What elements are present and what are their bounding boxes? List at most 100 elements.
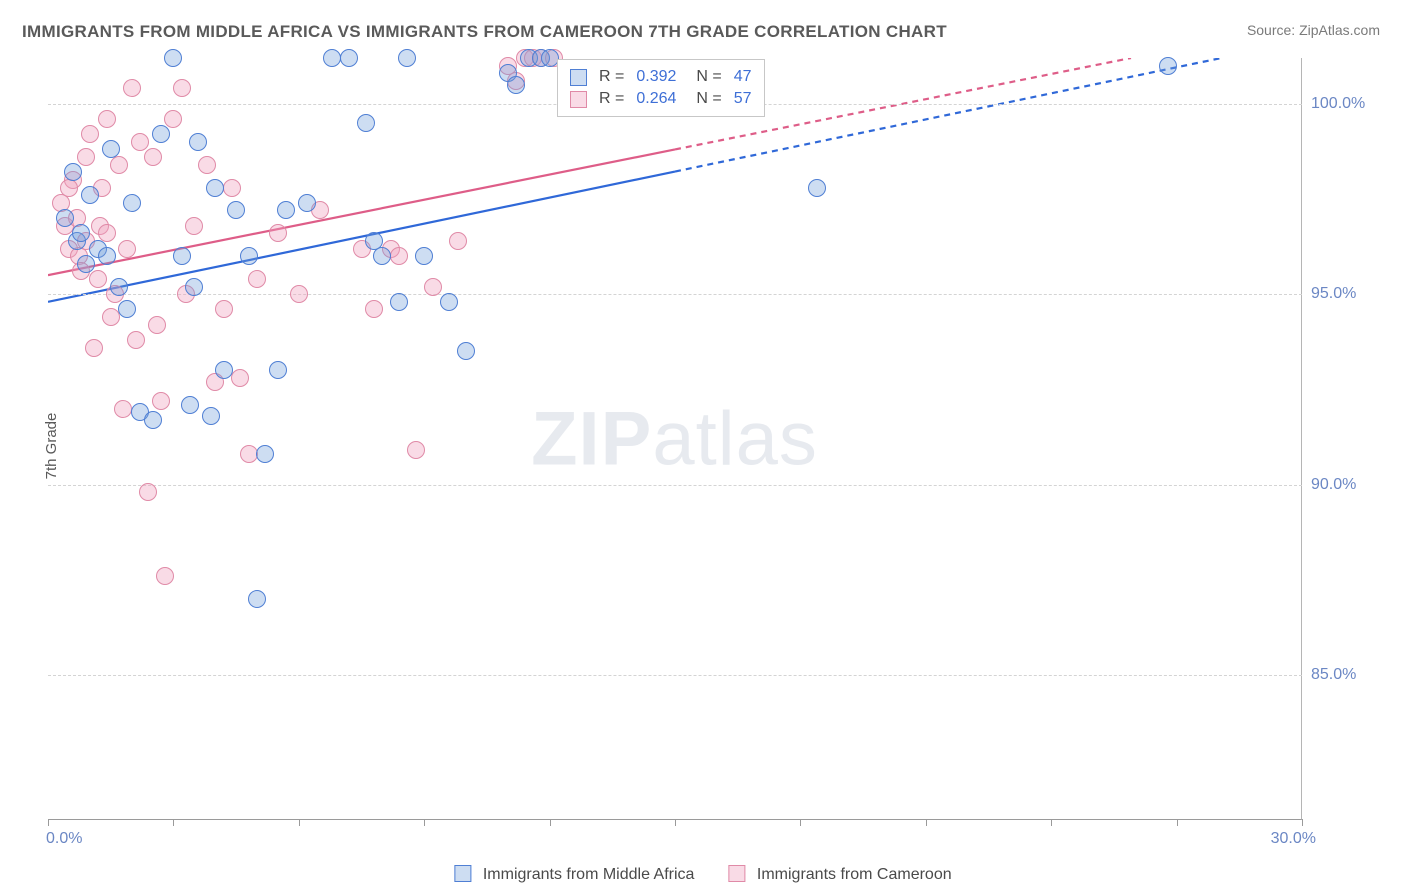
x-tick [675,819,676,826]
scatter-point [449,232,467,250]
scatter-point [808,179,826,197]
r-value-series2: 0.264 [636,90,676,108]
scatter-point [77,148,95,166]
scatter-point [248,270,266,288]
scatter-point [110,278,128,296]
y-tick-label: 100.0% [1311,95,1395,113]
scatter-point [118,300,136,318]
x-tick [299,819,300,826]
scatter-point [118,240,136,258]
scatter-point [56,209,74,227]
scatter-point [89,270,107,288]
scatter-point [164,110,182,128]
scatter-point [110,156,128,174]
r-label: R = [599,68,624,86]
scatter-point [181,396,199,414]
r-label: R = [599,90,624,108]
scatter-point [164,49,182,67]
scatter-point [85,339,103,357]
scatter-point [139,483,157,501]
legend-label-series1: Immigrants from Middle Africa [483,866,695,883]
scatter-point [390,293,408,311]
scatter-point [340,49,358,67]
scatter-point [298,194,316,212]
scatter-point [185,278,203,296]
scatter-point [290,285,308,303]
scatter-point [206,179,224,197]
x-tick [800,819,801,826]
scatter-point [231,369,249,387]
swatch-series2 [570,91,587,108]
scatter-point [77,255,95,273]
legend-item-series2: Immigrants from Cameroon [728,865,951,884]
trend-lines [48,58,1302,820]
x-tick [1177,819,1178,826]
scatter-point [440,293,458,311]
gridline [48,485,1302,486]
scatter-point [277,201,295,219]
gridline [48,675,1302,676]
legend-label-series2: Immigrants from Cameroon [757,866,952,883]
plot-area: ZIPatlas 100.0%95.0%90.0%85.0% [48,58,1302,820]
scatter-point [415,247,433,265]
y-tick-label: 85.0% [1311,666,1395,684]
scatter-point [156,567,174,585]
scatter-point [269,361,287,379]
legend-item-series1: Immigrants from Middle Africa [454,865,694,884]
scatter-point [185,217,203,235]
scatter-point [98,110,116,128]
scatter-point [198,156,216,174]
scatter-point [202,407,220,425]
scatter-point [72,224,90,242]
scatter-point [507,76,525,94]
n-label: N = [696,90,721,108]
scatter-point [102,140,120,158]
scatter-point [60,179,78,197]
stats-legend: R = 0.392 N = 47 R = 0.264 N = 57 [557,59,765,117]
scatter-point [227,201,245,219]
y-tick-label: 90.0% [1311,476,1395,494]
x-tick [926,819,927,826]
source-label: Source: ZipAtlas.com [1247,22,1380,38]
x-tick [48,819,49,826]
scatter-point [144,411,162,429]
swatch-series2-icon [728,865,745,882]
scatter-point [398,49,416,67]
scatter-point [215,361,233,379]
scatter-point [123,79,141,97]
stats-row-series1: R = 0.392 N = 47 [570,66,752,88]
watermark-atlas: atlas [652,396,818,481]
scatter-point [541,49,559,67]
plot-container: ZIPatlas 100.0%95.0%90.0%85.0% 0.0% 30.0… [48,58,1302,820]
gridline [48,294,1302,295]
y-tick-label: 95.0% [1311,285,1395,303]
swatch-series1 [570,69,587,86]
scatter-point [98,247,116,265]
n-value-series2: 57 [734,90,752,108]
scatter-point [127,331,145,349]
x-tick [1051,819,1052,826]
swatch-series1-icon [454,865,471,882]
x-tick-last: 30.0% [1271,830,1316,848]
scatter-point [223,179,241,197]
scatter-point [148,316,166,334]
scatter-point [457,342,475,360]
scatter-point [269,224,287,242]
scatter-point [64,163,82,181]
chart-title: IMMIGRANTS FROM MIDDLE AFRICA VS IMMIGRA… [22,22,947,42]
scatter-point [240,247,258,265]
scatter-point [123,194,141,212]
n-label: N = [696,68,721,86]
scatter-point [1159,57,1177,75]
scatter-point [365,300,383,318]
x-tick [1302,819,1303,826]
scatter-point [357,114,375,132]
scatter-point [81,125,99,143]
x-tick [424,819,425,826]
scatter-point [215,300,233,318]
stats-row-series2: R = 0.264 N = 57 [570,88,752,110]
n-value-series1: 47 [734,68,752,86]
scatter-point [102,308,120,326]
scatter-point [114,400,132,418]
scatter-point [256,445,274,463]
